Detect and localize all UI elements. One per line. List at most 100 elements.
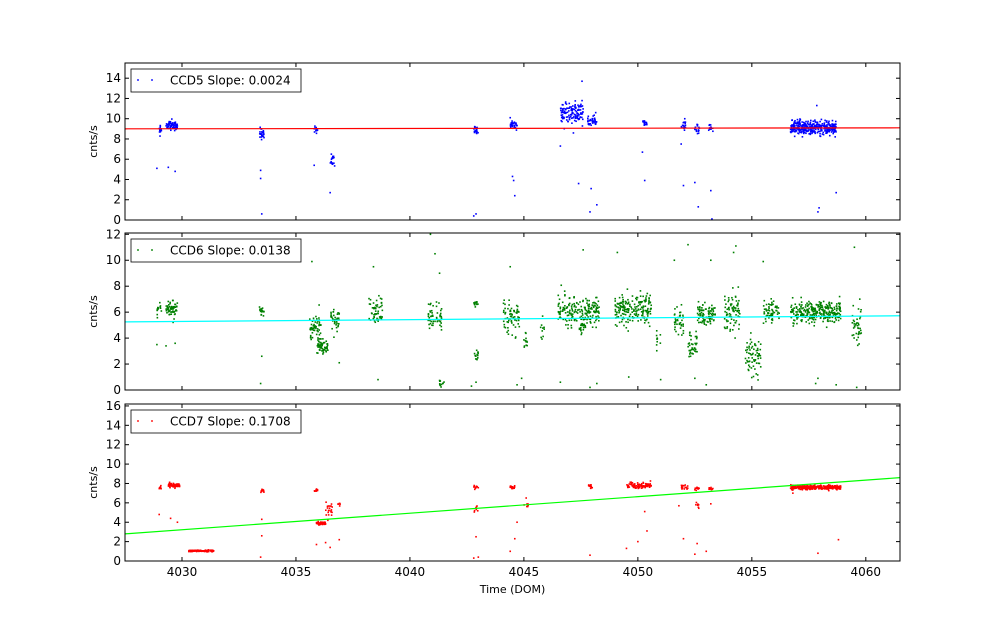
data-point	[329, 546, 331, 549]
data-point	[819, 487, 822, 490]
data-point	[312, 317, 315, 320]
data-point	[768, 309, 771, 312]
data-point	[190, 549, 192, 552]
data-point	[331, 327, 333, 330]
y-tick-label: 12	[106, 227, 121, 241]
data-point	[757, 357, 759, 360]
data-point	[174, 486, 176, 488]
data-point	[748, 345, 750, 348]
legend-ccd7: CCD7 Slope: 0.1708	[130, 409, 302, 434]
data-point	[584, 313, 587, 315]
data-point	[618, 321, 621, 324]
data-point	[702, 314, 704, 317]
data-point	[568, 302, 571, 305]
data-point	[680, 484, 683, 487]
data-point	[171, 307, 173, 309]
data-point	[616, 316, 618, 319]
data-point	[827, 121, 830, 124]
data-point	[727, 320, 729, 322]
data-point	[263, 491, 265, 493]
data-point	[581, 118, 584, 121]
data-point	[580, 105, 583, 108]
y-tick-label: 8	[113, 476, 121, 490]
data-point	[262, 315, 265, 317]
data-point	[173, 318, 175, 320]
data-point	[318, 317, 320, 319]
data-point	[581, 99, 583, 102]
data-point	[177, 485, 180, 487]
data-point	[561, 103, 564, 106]
data-point	[645, 121, 648, 124]
data-point	[369, 303, 372, 306]
data-point	[708, 311, 710, 314]
data-point	[792, 308, 794, 310]
y-tick-label: 16	[106, 399, 121, 413]
data-point	[316, 318, 318, 320]
data-point	[694, 553, 696, 556]
data-point	[167, 166, 170, 169]
data-point	[477, 303, 479, 305]
data-point	[818, 485, 821, 488]
data-point	[509, 125, 512, 127]
data-point	[373, 316, 376, 319]
data-point	[754, 359, 757, 361]
data-point	[592, 120, 595, 123]
data-point	[597, 300, 600, 303]
data-point	[335, 326, 338, 329]
data-point	[774, 306, 777, 309]
data-point	[204, 549, 207, 551]
data-point	[376, 305, 378, 308]
data-point	[643, 299, 646, 302]
data-point	[375, 304, 377, 307]
data-point	[473, 484, 475, 487]
data-point	[595, 303, 597, 305]
data-point	[633, 485, 635, 487]
data-point	[808, 303, 810, 306]
data-point	[836, 484, 838, 487]
data-point	[808, 322, 811, 325]
data-point	[839, 309, 841, 312]
data-point	[814, 308, 816, 311]
data-point	[591, 304, 594, 306]
data-point	[699, 321, 702, 324]
data-point	[708, 123, 711, 126]
data-point	[565, 108, 567, 111]
data-point	[509, 310, 512, 313]
data-point	[809, 314, 812, 316]
data-point	[692, 343, 694, 346]
data-point	[171, 118, 173, 120]
data-point	[526, 505, 529, 508]
data-point	[698, 309, 701, 311]
data-point	[729, 328, 732, 331]
data-point	[165, 308, 167, 310]
data-point	[261, 135, 264, 138]
data-point	[509, 550, 512, 553]
data-point	[694, 350, 696, 352]
data-point	[439, 312, 442, 315]
data-point	[725, 311, 728, 314]
data-point	[835, 312, 837, 315]
data-point	[798, 487, 800, 490]
data-point	[659, 342, 662, 344]
data-point	[618, 296, 621, 299]
data-point	[589, 315, 592, 317]
data-point	[859, 327, 861, 330]
data-point	[590, 306, 593, 309]
data-point	[628, 483, 631, 485]
data-point	[559, 306, 562, 309]
data-point	[322, 353, 324, 355]
data-point	[260, 535, 263, 537]
data-point	[571, 314, 573, 317]
data-point	[790, 125, 792, 127]
data-point	[728, 306, 730, 309]
data-point	[588, 305, 591, 307]
data-point	[700, 314, 702, 316]
data-point	[594, 123, 597, 125]
data-point	[502, 309, 505, 312]
data-point	[724, 299, 726, 301]
data-point	[569, 309, 571, 312]
data-point	[770, 314, 772, 316]
data-point	[697, 488, 700, 490]
data-point	[697, 506, 700, 509]
data-point	[754, 368, 756, 370]
